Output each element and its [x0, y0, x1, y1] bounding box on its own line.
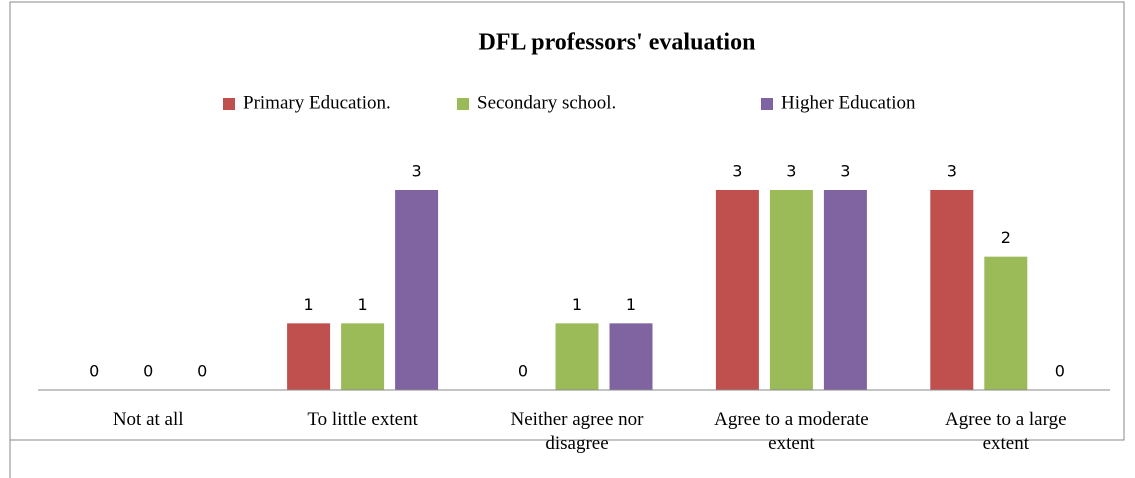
legend-swatch	[761, 98, 773, 110]
legend-swatch	[223, 98, 235, 110]
bar	[769, 190, 813, 390]
legend-label: Secondary school.	[477, 92, 616, 113]
bar	[287, 323, 331, 390]
legend-swatch	[457, 98, 469, 110]
bar	[609, 323, 653, 390]
value-label: 2	[1001, 228, 1011, 247]
value-label: 3	[840, 162, 850, 181]
x-tick-label: Neither agree nor disagree	[510, 409, 644, 454]
value-label: 3	[786, 162, 796, 181]
value-label: 0	[1055, 362, 1065, 381]
x-tick-label: Agree to a large extent	[945, 409, 1067, 454]
bar	[823, 190, 867, 390]
value-label: 3	[732, 162, 742, 181]
value-label: 0	[143, 362, 153, 381]
legend-label: Higher Education	[781, 92, 916, 113]
bar	[395, 190, 439, 390]
chart-title: DFL professors' evaluation	[479, 30, 756, 56]
value-label: 0	[518, 362, 528, 381]
bar	[715, 190, 759, 390]
x-tick-label: Agree to a moderate extent	[714, 409, 869, 454]
bar	[341, 323, 385, 390]
value-label: 1	[304, 295, 314, 314]
value-label: 1	[572, 295, 582, 314]
value-label: 1	[358, 295, 368, 314]
value-label: 3	[947, 162, 957, 181]
value-label: 0	[89, 362, 99, 381]
bar	[984, 256, 1028, 390]
bar	[555, 323, 599, 390]
x-tick-label: To little extent	[307, 409, 418, 430]
value-label: 0	[197, 362, 207, 381]
legend-label: Primary Education.	[243, 92, 391, 113]
x-tick-label: Not at all	[112, 409, 184, 430]
chart-frame	[9, 1, 1125, 441]
value-label: 1	[626, 295, 636, 314]
value-label: 3	[412, 162, 422, 181]
bar	[930, 190, 974, 390]
